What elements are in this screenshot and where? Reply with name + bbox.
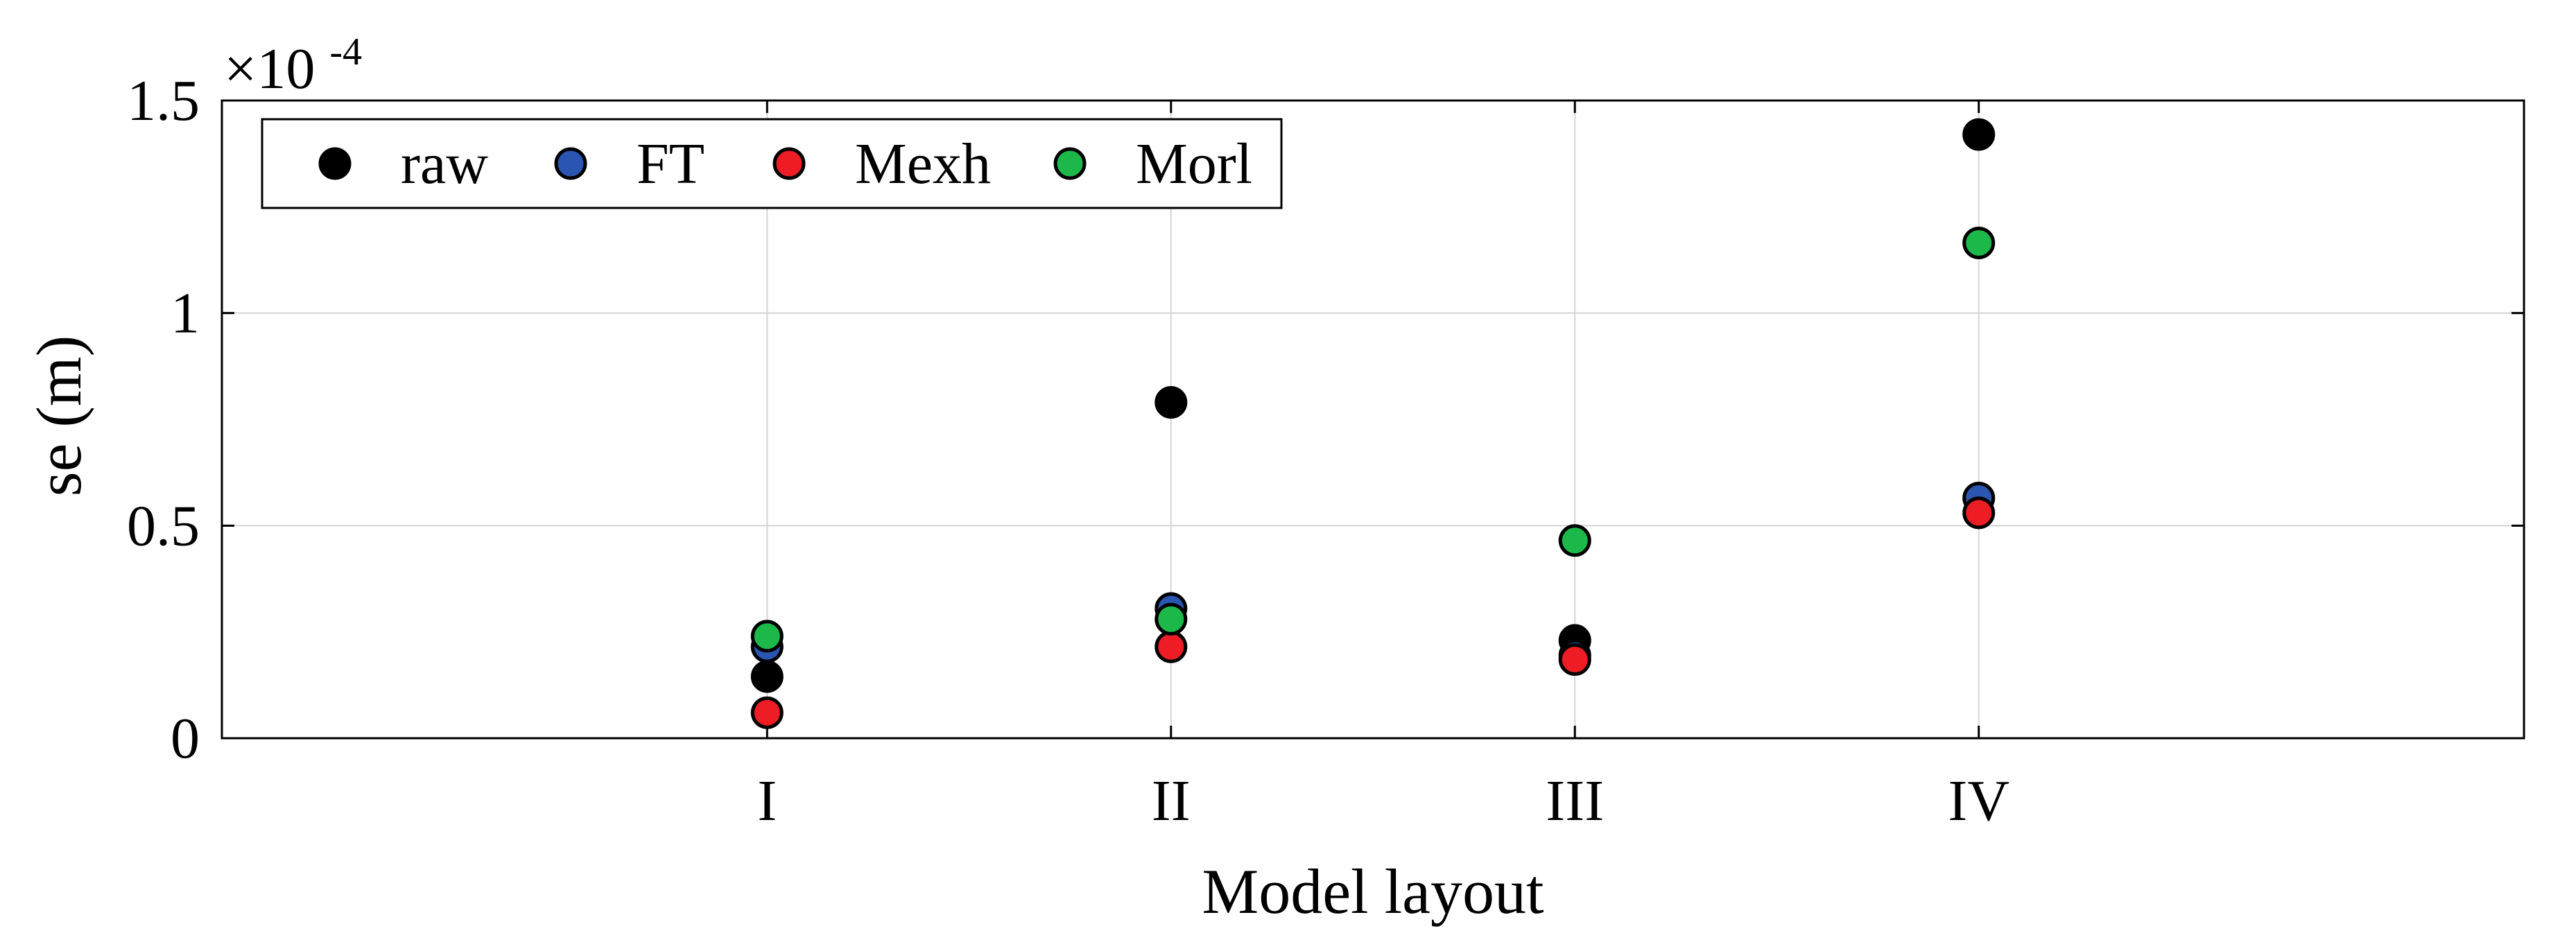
data-points <box>750 118 1996 729</box>
point-morl <box>1155 602 1188 636</box>
legend-label-raw: raw <box>401 132 488 196</box>
point-raw <box>750 660 784 693</box>
point-raw <box>1155 385 1188 419</box>
plot-frame <box>221 99 2525 740</box>
y-tick-label: 1.5 <box>127 69 200 133</box>
x-tick-label: I <box>757 769 777 833</box>
point-mexh <box>750 696 784 729</box>
legend-label-ft: FT <box>637 132 704 196</box>
point-mexh <box>1558 643 1591 677</box>
legend-label-morl: Morl <box>1136 132 1252 196</box>
legend: raw FT Mexh Morl <box>261 118 1283 209</box>
ticks: 00.511.5I II III IV <box>127 69 2524 833</box>
legend-marker-ft <box>554 147 587 180</box>
point-raw <box>1962 118 1996 151</box>
y-tick-label: 0 <box>171 706 200 771</box>
point-mexh <box>1962 496 1996 530</box>
point-morl <box>1962 226 1996 259</box>
y-tick-label: 1 <box>171 281 200 346</box>
legend-box <box>261 118 1283 209</box>
y-tick-label: 0.5 <box>127 494 200 558</box>
y-exponent-label: ×10 -4 <box>224 30 362 101</box>
x-tick-label: III <box>1546 769 1604 833</box>
x-axis-label: Model layout <box>1202 856 1544 927</box>
point-morl <box>750 620 784 653</box>
y-axis-label: se (m) <box>24 335 94 496</box>
y-exponent-prefix: ×10 <box>224 37 315 101</box>
legend-marker-morl <box>1053 147 1087 180</box>
legend-marker-mexh <box>772 147 806 180</box>
legend-marker-raw <box>318 147 352 180</box>
legend-label-mexh: Mexh <box>855 132 991 196</box>
y-exponent-power: -4 <box>329 30 362 73</box>
point-morl <box>1558 524 1591 557</box>
x-tick-label: IV <box>1948 769 2009 833</box>
point-mexh <box>1155 630 1188 663</box>
x-tick-label: II <box>1152 769 1191 833</box>
